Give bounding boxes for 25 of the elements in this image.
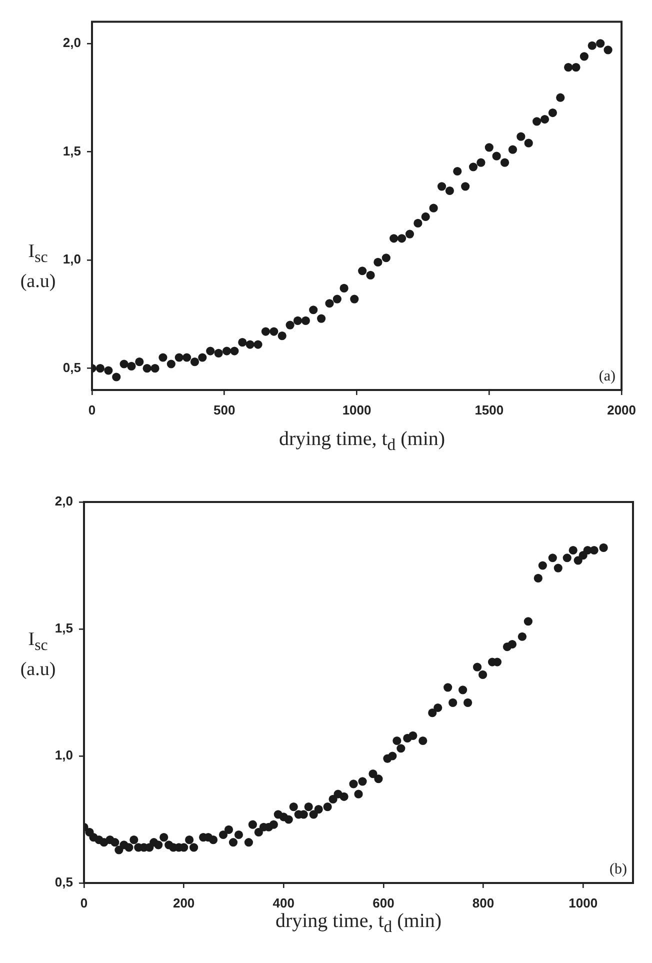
x-tick-label: 1000 — [342, 402, 372, 418]
y-axis-title: I$_{sc}$ (a.u) — [19, 240, 57, 294]
annotation: (a) — [598, 368, 616, 384]
y-tick-label: 1,0 — [54, 748, 73, 763]
annotation: (b) — [610, 861, 627, 878]
y-tick-label: 1,5 — [62, 143, 81, 158]
x-tick-label: 200 — [172, 895, 195, 910]
x-tick-label: 600 — [372, 895, 394, 910]
x-tick-label: 500 — [214, 402, 236, 418]
y-tick-label: 2,0 — [62, 35, 81, 50]
x-tick-label: 800 — [472, 895, 494, 910]
x-axis-title: drying time, t$_{d}$ (min) — [278, 428, 446, 455]
y-tick-label: 1,5 — [54, 620, 73, 636]
y-tick-label: 0,5 — [62, 360, 81, 375]
y-tick-label: 0,5 — [54, 874, 73, 890]
x-tick-label: 1500 — [474, 402, 504, 418]
x-tick-label: 0 — [80, 895, 88, 910]
x-tick-label: 0 — [88, 402, 96, 418]
x-tick-label: 400 — [272, 895, 294, 910]
y-tick-label: 1,0 — [62, 252, 81, 267]
x-tick-label: 2000 — [607, 402, 636, 418]
y-axis-title: I$_{sc}$ (a.u) — [20, 629, 56, 680]
y-tick-label: 2,0 — [54, 494, 73, 509]
x-tick-label: 1000 — [568, 895, 598, 910]
x-axis-title: drying time, t$_{d}$ (min) — [274, 910, 443, 937]
